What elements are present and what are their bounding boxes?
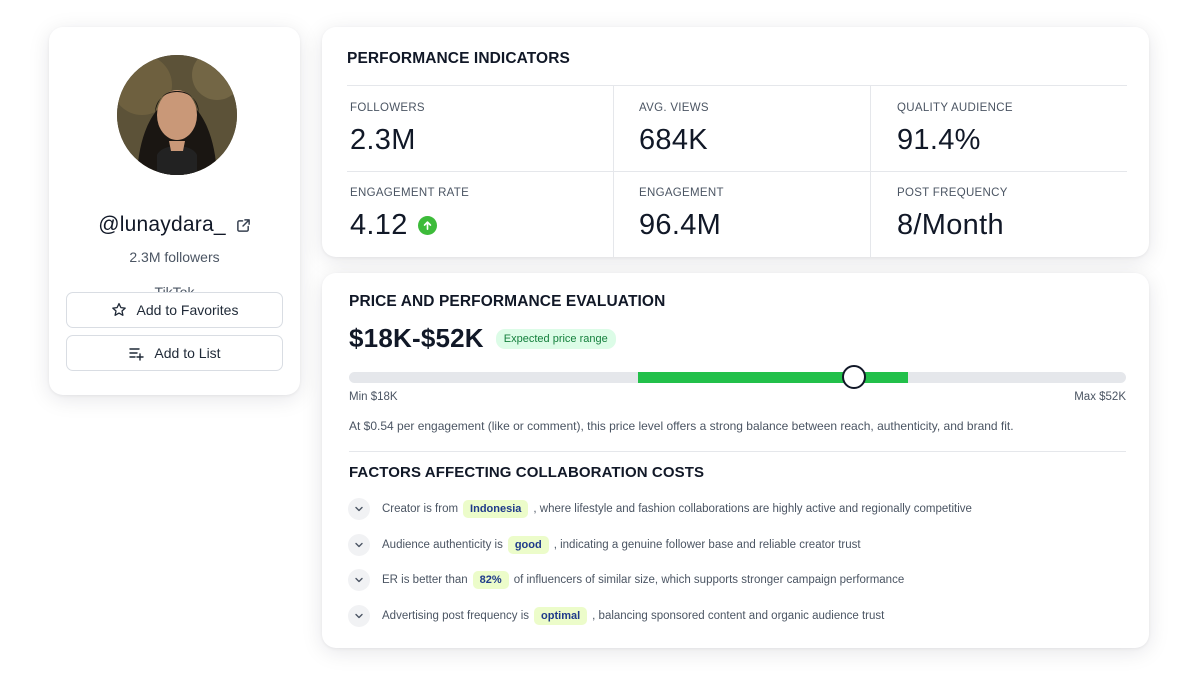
avatar (117, 55, 237, 175)
factor-text: Audience authenticity is (382, 539, 503, 551)
metric-engagement-rate: ENGAGEMENT RATE 4.12 (350, 187, 469, 242)
factor-text: , indicating a genuine follower base and… (553, 539, 861, 551)
factor-item-engagement-rate[interactable]: ER is better than 82% of influencers of … (348, 569, 904, 591)
factor-text: of influencers of similar size, which su… (513, 574, 905, 586)
metric-value: 684K (639, 124, 709, 157)
metric-label: POST FREQUENCY (897, 187, 1008, 199)
metric-label: FOLLOWERS (350, 102, 425, 114)
metric-value: 4.12 (350, 209, 469, 242)
profile-handle: @lunaydara_ (98, 213, 226, 236)
add-to-favorites-label: Add to Favorites (136, 302, 239, 318)
metric-label: AVG. VIEWS (639, 102, 709, 114)
performance-title: PERFORMANCE INDICATORS (347, 50, 570, 67)
factor-highlight: Indonesia (463, 500, 529, 518)
metric-value-text: 684K (639, 124, 708, 156)
factor-item-post-frequency[interactable]: Advertising post frequency is optimal , … (348, 605, 884, 627)
divider (347, 85, 1127, 86)
factor-item-country[interactable]: Creator is from Indonesia , where lifest… (348, 498, 972, 520)
profile-card: @lunaydara_ 2.3M followers TikTok Add to… (49, 27, 300, 395)
metric-value-text: 96.4M (639, 209, 722, 241)
metric-label: ENGAGEMENT RATE (350, 187, 470, 199)
factor-highlight: good (507, 536, 549, 554)
price-evaluation-card: PRICE AND PERFORMANCE EVALUATION $18K-$5… (322, 273, 1149, 648)
add-to-favorites-button[interactable]: Add to Favorites (66, 292, 283, 328)
metric-value: 96.4M (639, 209, 724, 242)
price-slider-track (349, 365, 1126, 389)
price-slider-highlight (638, 372, 908, 383)
price-slider-marker (842, 365, 867, 389)
factor-text: ER is better than (382, 574, 468, 586)
metric-value-text: 2.3M (350, 124, 416, 156)
metric-label: QUALITY AUDIENCE (897, 102, 1013, 114)
metric-label: ENGAGEMENT (639, 187, 724, 199)
handle-row: @lunaydara_ (49, 213, 300, 237)
list-add-icon (129, 348, 145, 361)
metric-value: 2.3M (350, 124, 425, 157)
factor-text: , where lifestyle and fashion collaborat… (533, 503, 972, 515)
metric-value: 91.4% (897, 124, 1013, 157)
chevron-down-icon[interactable] (348, 498, 370, 520)
chevron-down-icon[interactable] (348, 569, 370, 591)
star-icon (111, 302, 126, 316)
factor-highlight: optimal (534, 607, 588, 625)
metric-engagement: ENGAGEMENT 96.4M (639, 187, 724, 242)
factor-item-authenticity[interactable]: Audience authenticity is good , indicati… (348, 534, 861, 556)
factors-title: FACTORS AFFECTING COLLABORATION COSTS (349, 464, 705, 481)
performance-card: PERFORMANCE INDICATORS FOLLOWERS 2.3M AV… (322, 27, 1149, 257)
arrow-up-icon (417, 216, 437, 235)
price-evaluation-title: PRICE AND PERFORMANCE EVALUATION (349, 293, 666, 310)
profile-followers: 2.3M followers (129, 249, 220, 265)
add-to-list-button[interactable]: Add to List (66, 335, 283, 371)
price-description: At $0.54 per engagement (like or comment… (349, 419, 1014, 433)
factor-text: Creator is from (382, 503, 459, 515)
price-max-label: Max $52K (1074, 391, 1126, 403)
metric-avg-views: AVG. VIEWS 684K (639, 102, 709, 157)
metric-value-text: 91.4% (897, 124, 981, 156)
factor-text: , balancing sponsored content and organi… (592, 610, 885, 622)
metric-value-text: 8/Month (897, 209, 1004, 241)
external-link-icon[interactable] (236, 218, 251, 233)
add-to-list-label: Add to List (154, 345, 221, 361)
divider (347, 171, 1127, 172)
metric-value-text: 4.12 (350, 209, 408, 241)
factor-text: Advertising post frequency is (382, 610, 530, 622)
metric-post-frequency: POST FREQUENCY 8/Month (897, 187, 1008, 242)
metric-followers: FOLLOWERS 2.3M (350, 102, 425, 157)
chevron-down-icon[interactable] (348, 534, 370, 556)
metric-quality-audience: QUALITY AUDIENCE 91.4% (897, 102, 1013, 157)
price-range: $18K-$52K (349, 323, 484, 353)
metric-value: 8/Month (897, 209, 1008, 242)
chevron-down-icon[interactable] (348, 605, 370, 627)
price-range-badge: Expected price range (495, 328, 616, 349)
price-min-label: Min $18K (349, 391, 398, 403)
avatar-image (117, 55, 237, 175)
divider (349, 451, 1126, 452)
factor-highlight: 82% (472, 571, 509, 589)
price-row: $18K-$52K Expected price range (349, 323, 616, 354)
